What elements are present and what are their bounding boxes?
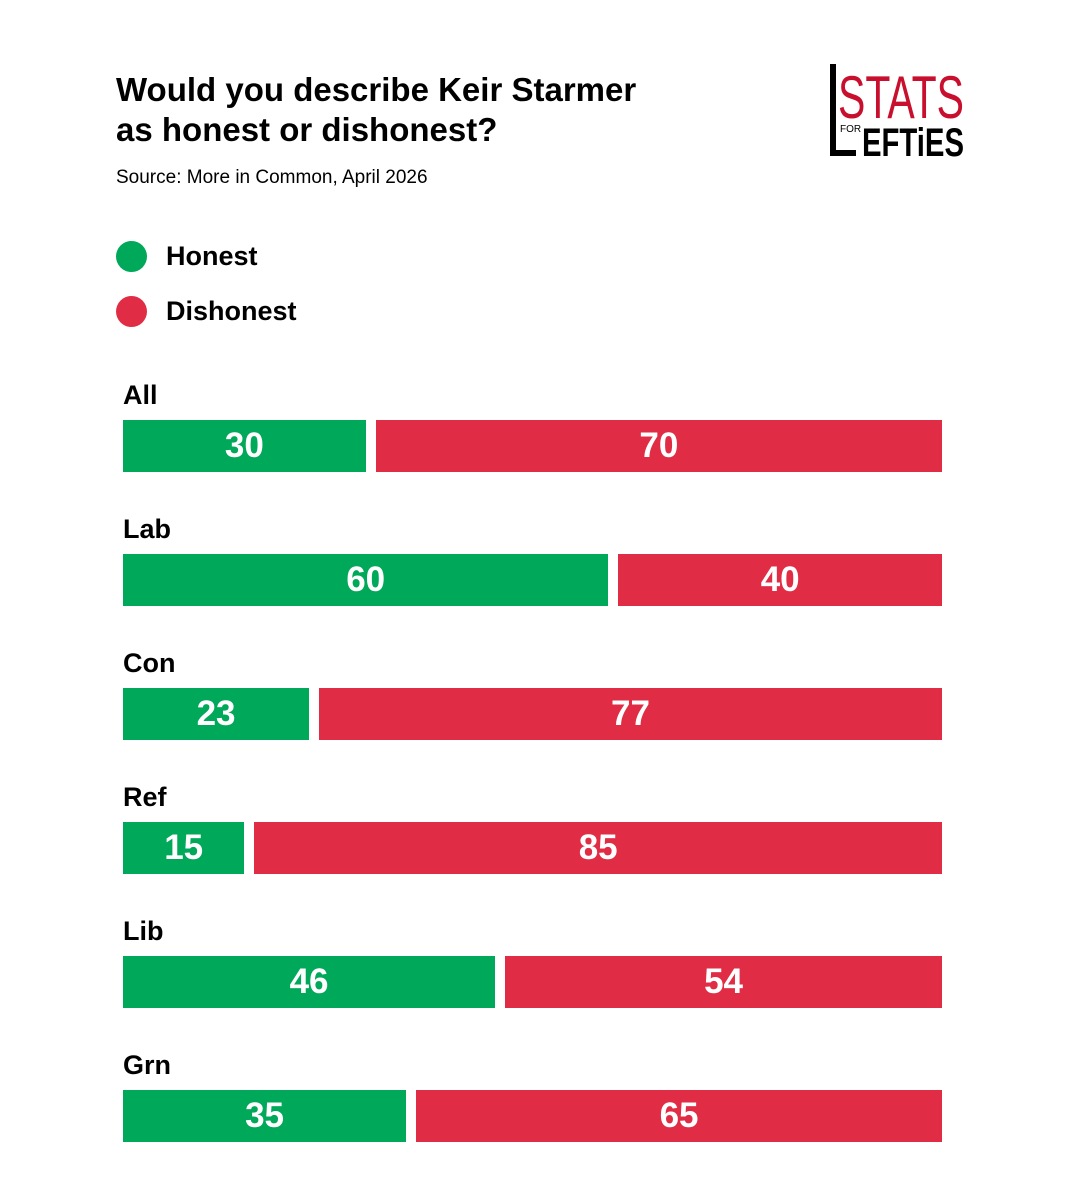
bar-honest-grn: 35 (123, 1090, 407, 1142)
data-label-dishonest-all: 70 (639, 426, 679, 465)
row-label-all: All (123, 380, 158, 410)
legend-item-dishonest: Dishonest (116, 295, 297, 327)
chart-title-line-1: Would you describe Keir Starmer (116, 71, 637, 108)
logo-l-foot (830, 150, 856, 156)
bar-dishonest-grn: 65 (416, 1090, 942, 1142)
logo-word-bottom: EFTiES (862, 121, 964, 162)
stats-for-lefties-logo: STATS FOR EFTiES (830, 64, 964, 162)
chart-title: Would you describe Keir Starmer as hones… (116, 70, 756, 150)
data-label-honest-all: 30 (224, 426, 264, 465)
data-label-dishonest-lib: 54 (704, 962, 744, 1001)
bar-honest-all: 30 (123, 420, 366, 472)
bar-dishonest-lib: 54 (505, 956, 942, 1008)
legend-item-honest: Honest (116, 240, 258, 272)
row-label-grn: Grn (123, 1050, 172, 1080)
bar-honest-con: 23 (123, 688, 310, 740)
row-label-con: Con (123, 648, 176, 678)
legend-swatch-honest (116, 240, 147, 272)
row-label-ref: Ref (123, 782, 167, 812)
row-label-lab: Lab (123, 514, 172, 544)
legend-label-honest: Honest (166, 240, 258, 271)
logo-l-stem (830, 64, 836, 156)
chart-source: Source: More in Common, April 2026 (116, 167, 428, 188)
bar-dishonest-lab: 40 (618, 554, 942, 606)
chart-title-line-2: as honest or dishonest? (116, 111, 498, 148)
row-label-lib: Lib (123, 916, 164, 946)
data-label-dishonest-grn: 65 (659, 1096, 699, 1135)
bar-honest-lib: 46 (123, 956, 496, 1008)
legend-swatch-dishonest (116, 295, 147, 327)
data-label-dishonest-con: 77 (611, 694, 650, 733)
bar-honest-ref: 15 (123, 822, 245, 874)
logo-word-small: FOR (840, 124, 861, 135)
bar-dishonest-con: 77 (319, 688, 942, 740)
data-label-honest-lib: 46 (289, 962, 329, 1001)
data-label-honest-con: 23 (196, 694, 236, 733)
data-label-dishonest-lab: 40 (760, 560, 800, 599)
data-label-honest-ref: 15 (164, 828, 204, 867)
logo-word-top: STATS (838, 64, 964, 131)
bar-dishonest-ref: 85 (254, 822, 942, 874)
data-label-dishonest-ref: 85 (578, 828, 618, 867)
data-label-honest-grn: 35 (245, 1096, 285, 1135)
data-label-honest-lab: 60 (346, 560, 386, 599)
bar-dishonest-all: 70 (375, 420, 942, 472)
legend-label-dishonest: Dishonest (166, 295, 297, 326)
bar-honest-lab: 60 (123, 554, 609, 606)
